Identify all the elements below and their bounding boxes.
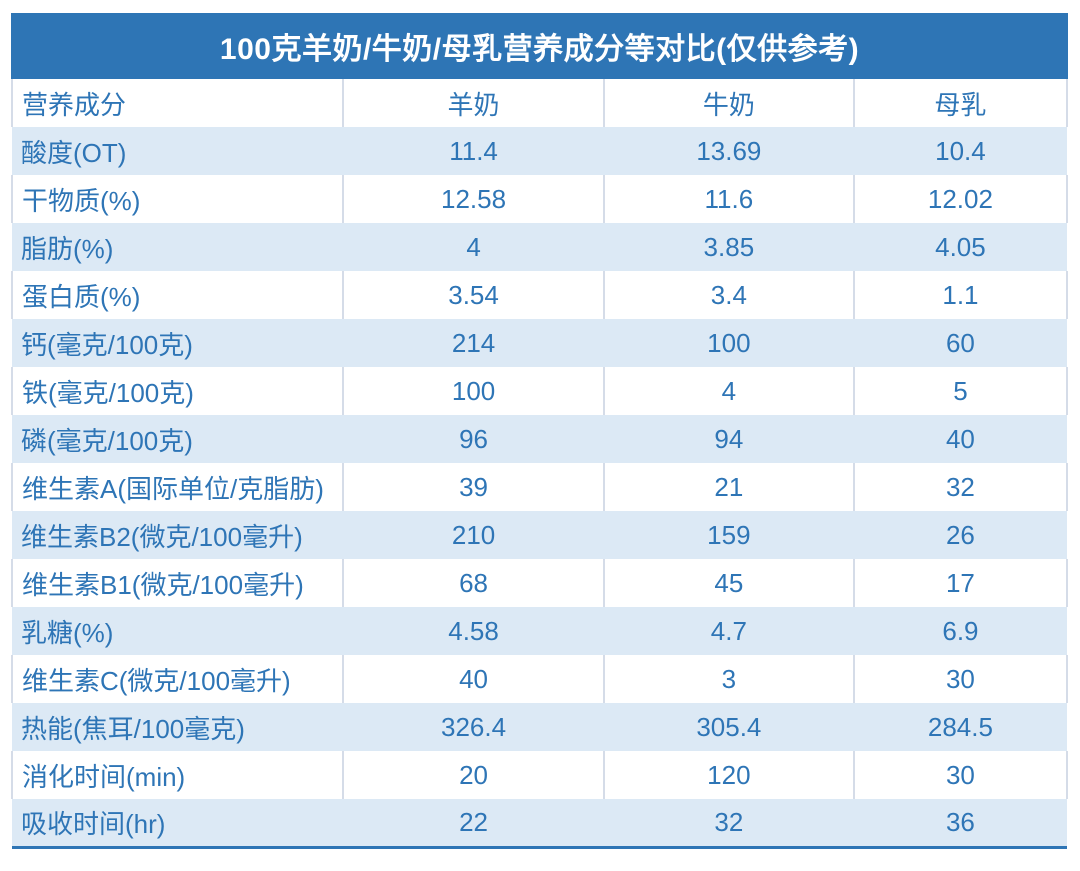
value-cell: 17 [852,559,1069,607]
table-row: 干物质(%) 12.58 11.6 12.02 [10,175,1069,223]
table-row: 磷(毫克/100克) 96 94 40 [12,415,1067,463]
value-cell: 4.58 [343,607,604,655]
table-row: 吸收时间(hr) 22 32 36 [12,799,1067,847]
row-label-cell: 酸度(OT) [12,127,344,175]
nutrition-comparison-table: 100克羊奶/牛奶/母乳营养成分等对比(仅供参考) 营养成分 羊奶 牛奶 母乳 酸度(… [10,13,1069,849]
value-cell: 100 [603,319,854,367]
value-cell: 21 [602,463,855,511]
value-cell: 3.85 [603,223,854,271]
value-cell: 30 [852,655,1069,703]
row-label-cell: 乳糖(%) [12,607,344,655]
value-cell: 159 [603,511,854,559]
row-label-cell: 干物质(%) [10,175,345,223]
table-row: 维生素A(国际单位/克脂肪) 39 21 32 [10,463,1069,511]
value-cell: 68 [342,559,605,607]
value-cell: 32 [603,799,854,847]
header-row: 营养成分 羊奶 牛奶 母乳 [10,79,1069,127]
row-label-cell: 钙(毫克/100克) [12,319,344,367]
row-label-cell: 铁(毫克/100克) [10,367,345,415]
table-title: 100克羊奶/牛奶/母乳营养成分等对比(仅供参考) [11,13,1068,79]
value-cell: 26 [853,511,1067,559]
value-cell: 4.05 [853,223,1067,271]
column-header-component: 营养成分 [10,79,345,127]
row-label-cell: 吸收时间(hr) [12,799,344,847]
table-row: 铁(毫克/100克) 100 4 5 [10,367,1069,415]
value-cell: 4 [602,367,855,415]
value-cell: 40 [853,415,1067,463]
row-label-cell: 脂肪(%) [12,223,344,271]
table-row: 蛋白质(%) 3.54 3.4 1.1 [10,271,1069,319]
value-cell: 11.4 [343,127,604,175]
value-cell: 32 [852,463,1069,511]
column-header: 母乳 [852,79,1069,127]
table-row: 维生素B2(微克/100毫升) 210 159 26 [12,511,1067,559]
row-label-cell: 蛋白质(%) [10,271,345,319]
value-cell: 40 [342,655,605,703]
value-cell: 10.4 [853,127,1067,175]
table-row: 消化时间(min) 20 120 30 [10,751,1069,799]
value-cell: 5 [852,367,1069,415]
value-cell: 11.6 [602,175,855,223]
value-cell: 13.69 [603,127,854,175]
value-cell: 36 [853,799,1067,847]
value-cell: 12.58 [342,175,605,223]
value-cell: 120 [602,751,855,799]
value-cell: 305.4 [603,703,854,751]
value-cell: 39 [342,463,605,511]
column-header: 羊奶 [342,79,605,127]
value-cell: 94 [603,415,854,463]
table-row: 维生素C(微克/100毫升) 40 3 30 [10,655,1069,703]
value-cell: 96 [343,415,604,463]
row-label-cell: 热能(焦耳/100毫克) [12,703,344,751]
row-label-cell: 维生素C(微克/100毫升) [10,655,345,703]
value-cell: 326.4 [343,703,604,751]
value-cell: 4.7 [603,607,854,655]
value-cell: 4 [343,223,604,271]
value-cell: 284.5 [853,703,1067,751]
value-cell: 214 [343,319,604,367]
value-cell: 22 [343,799,604,847]
row-label-cell: 磷(毫克/100克) [12,415,344,463]
value-cell: 3.54 [342,271,605,319]
value-cell: 20 [342,751,605,799]
table-row: 脂肪(%) 4 3.85 4.05 [12,223,1067,271]
table-row: 乳糖(%) 4.58 4.7 6.9 [12,607,1067,655]
row-label-cell: 维生素B1(微克/100毫升) [10,559,345,607]
value-cell: 6.9 [853,607,1067,655]
row-label-cell: 维生素B2(微克/100毫升) [12,511,344,559]
value-cell: 100 [342,367,605,415]
row-label-cell: 消化时间(min) [10,751,345,799]
value-cell: 60 [853,319,1067,367]
column-header: 牛奶 [602,79,855,127]
nutrition-table: 营养成分 羊奶 牛奶 母乳 酸度(OT) 11.4 13.69 10.4 干物质(%) 12.5… [10,79,1069,849]
value-cell: 12.02 [852,175,1069,223]
table-row: 酸度(OT) 11.4 13.69 10.4 [12,127,1067,175]
row-label-cell: 维生素A(国际单位/克脂肪) [10,463,345,511]
value-cell: 45 [602,559,855,607]
value-cell: 1.1 [852,271,1069,319]
table-row: 热能(焦耳/100毫克) 326.4 305.4 284.5 [12,703,1067,751]
table-row: 钙(毫克/100克) 214 100 60 [12,319,1067,367]
value-cell: 210 [343,511,604,559]
table-row: 维生素B1(微克/100毫升) 68 45 17 [10,559,1069,607]
value-cell: 3.4 [602,271,855,319]
value-cell: 30 [852,751,1069,799]
value-cell: 3 [602,655,855,703]
